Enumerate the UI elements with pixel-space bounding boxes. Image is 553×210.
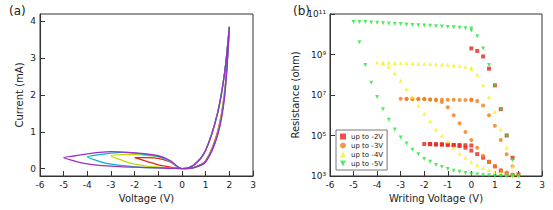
svg-text:-5: -5: [59, 180, 68, 190]
svg-text:up to -4V: up to -4V: [351, 151, 383, 159]
svg-text:-3: -3: [396, 180, 405, 190]
svg-text:up to -5V: up to -5V: [351, 160, 383, 168]
svg-text:-1: -1: [443, 180, 452, 190]
svg-text:10³: 10³: [311, 171, 326, 181]
svg-text:Voltage (V): Voltage (V): [119, 193, 174, 204]
svg-text:10¹¹: 10¹¹: [307, 9, 326, 19]
svg-text:up to -2V: up to -2V: [351, 133, 383, 141]
svg-text:-6: -6: [326, 180, 335, 190]
svg-text:4: 4: [30, 16, 36, 26]
svg-text:-5: -5: [349, 180, 358, 190]
svg-text:Resistance (ohm): Resistance (ohm): [290, 51, 301, 138]
svg-text:3: 3: [250, 180, 256, 190]
svg-text:-1: -1: [154, 180, 163, 190]
svg-text:Current (mA): Current (mA): [14, 62, 25, 127]
svg-text:(a): (a): [9, 4, 26, 18]
svg-text:-4: -4: [83, 180, 92, 190]
svg-text:3: 3: [30, 53, 36, 63]
svg-text:0: 0: [30, 164, 36, 174]
svg-text:10⁵: 10⁵: [311, 131, 326, 141]
svg-text:2: 2: [516, 180, 522, 190]
svg-text:3: 3: [539, 180, 545, 190]
svg-text:10⁷: 10⁷: [311, 90, 326, 100]
svg-text:-6: -6: [36, 180, 45, 190]
svg-text:1: 1: [492, 180, 498, 190]
svg-text:2: 2: [30, 90, 36, 100]
svg-text:-4: -4: [373, 180, 382, 190]
svg-text:-2: -2: [130, 180, 139, 190]
svg-text:up to -3V: up to -3V: [351, 142, 383, 150]
svg-text:-2: -2: [420, 180, 429, 190]
svg-text:0: 0: [179, 180, 185, 190]
svg-text:0: 0: [468, 180, 474, 190]
svg-text:-3: -3: [107, 180, 116, 190]
svg-text:1: 1: [203, 180, 209, 190]
svg-text:Writing Voltage (V): Writing Voltage (V): [389, 193, 483, 204]
svg-text:(b): (b): [293, 4, 310, 18]
svg-text:2: 2: [226, 180, 232, 190]
svg-text:1: 1: [30, 127, 36, 137]
svg-text:10⁹: 10⁹: [311, 50, 326, 60]
